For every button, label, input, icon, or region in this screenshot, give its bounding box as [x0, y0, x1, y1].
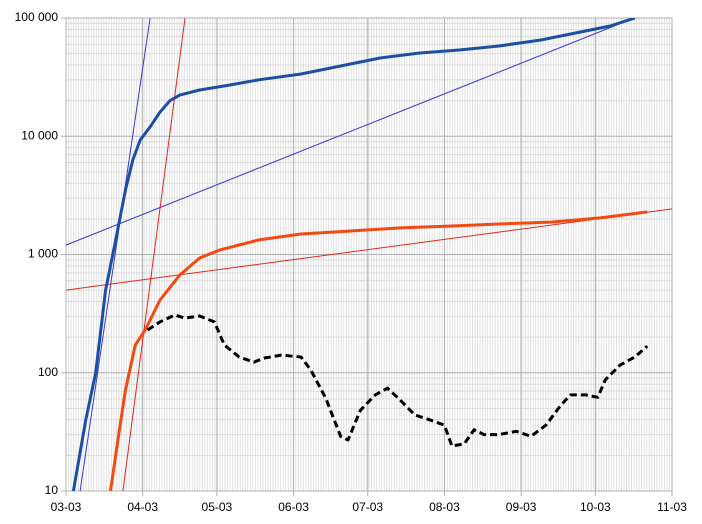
- x-tick-label: 06-03: [278, 500, 309, 514]
- x-tick-label: 08-03: [429, 500, 460, 514]
- lines: [66, 18, 672, 491]
- x-tick-label: 04-03: [127, 500, 158, 514]
- y-tick-label: 10: [45, 483, 59, 497]
- x-tick-label: 09-03: [506, 500, 537, 514]
- x-tick-label: 07-03: [352, 500, 383, 514]
- plot-border: [65, 17, 673, 492]
- x-tick-label: 05-03: [202, 500, 233, 514]
- series-line: [66, 18, 635, 246]
- y-tick-label: 100 000: [15, 10, 59, 24]
- series-line: [66, 208, 672, 291]
- x-tick-label: 03-03: [51, 500, 82, 514]
- series-line: [79, 18, 151, 491]
- y-tick-label: 10 000: [21, 128, 58, 142]
- series-line: [71, 18, 636, 491]
- y-tick-label: 1 000: [28, 247, 58, 261]
- series-line: [146, 313, 649, 448]
- x-tick-label: 11-03: [657, 500, 687, 514]
- x-tick-label: 10-03: [580, 500, 611, 514]
- labels: 03-03 04-03 05-03 06-03 07-03 08-03 09-03 10-03…: [15, 10, 688, 514]
- series-line: [109, 210, 648, 491]
- y-tick-label: 100: [38, 365, 58, 379]
